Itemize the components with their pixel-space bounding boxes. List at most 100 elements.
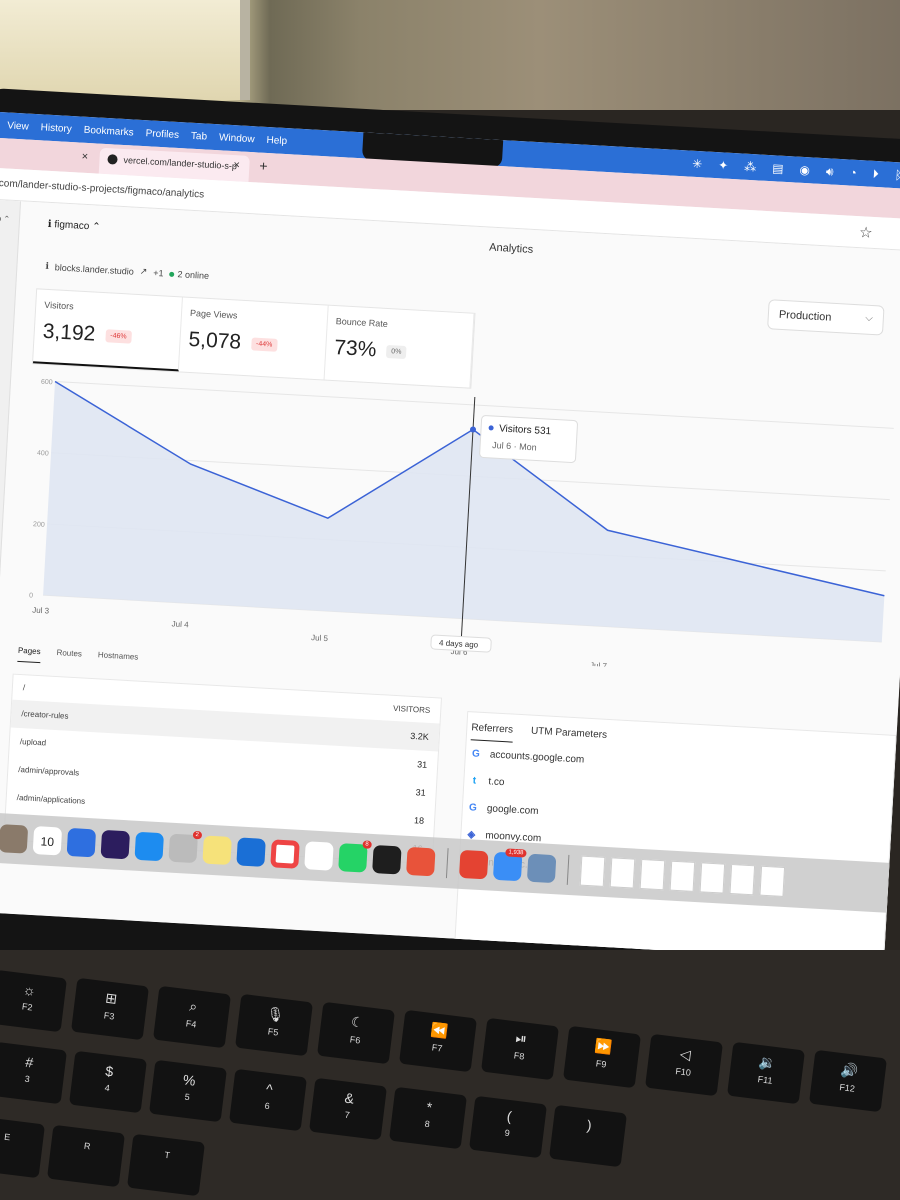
metric-bounce-rate[interactable]: Bounce Rate 73% 0%: [324, 305, 475, 388]
dock-slack-icon[interactable]: [304, 841, 334, 871]
domain-link[interactable]: blocks.lander.studio: [54, 261, 135, 277]
camera-icon[interactable]: ◉: [799, 162, 811, 177]
menu-help[interactable]: Help: [266, 134, 288, 147]
keyboard: ☼ F2 ⊞ F3 ⌕ F4 🎙 F5 ☾ F6 ⏪ F7 ⏯ F8 ⏩ F9 ◁ F10 🔉 F11 🔊 F12 #3 $4…: [0, 950, 900, 1200]
dock-file-icon[interactable]: [729, 863, 756, 896]
notification-badge: 1,938: [505, 848, 527, 858]
sparkle-icon[interactable]: ✳: [691, 156, 703, 171]
close-icon[interactable]: ×: [81, 150, 89, 163]
dock-todoist-icon[interactable]: [458, 849, 489, 880]
wifi-icon[interactable]: ◔: [849, 165, 858, 180]
dock-app-icon[interactable]: [236, 837, 266, 867]
dock-app-icon[interactable]: [406, 846, 436, 877]
dock-app-icon[interactable]: [0, 824, 29, 854]
key-number[interactable]: #3: [0, 1041, 68, 1105]
tooltip-series: Visitors 531: [499, 423, 552, 437]
key-label: R: [83, 1140, 92, 1152]
key-f6[interactable]: ☾ F6: [316, 1001, 396, 1065]
tab-routes[interactable]: Routes: [56, 648, 83, 659]
key-symbol: ◁: [679, 1045, 692, 1063]
menu-view[interactable]: View: [6, 119, 30, 133]
metric-visitors[interactable]: Visitors 3,192 -46%: [33, 289, 183, 372]
dock-file-icon[interactable]: [759, 865, 786, 897]
volume-icon[interactable]: 🔊︎: [825, 163, 834, 179]
project-selector[interactable]: ℹ figmaco ⌃: [47, 219, 100, 233]
menu-profiles[interactable]: Profiles: [145, 127, 180, 141]
key-number[interactable]: $4: [68, 1050, 148, 1114]
key-f12[interactable]: 🔊 F12: [808, 1049, 888, 1113]
dock-separator: [566, 854, 570, 885]
key-label: E: [3, 1131, 11, 1143]
key-f2[interactable]: ☼ F2: [0, 969, 68, 1033]
dock-file-icon[interactable]: [609, 857, 636, 889]
dock-notes-icon[interactable]: [202, 835, 232, 866]
key-number[interactable]: % 5: [148, 1059, 228, 1123]
metric-value: 73%: [333, 336, 377, 362]
key-symbol: 🎙: [265, 1005, 286, 1024]
key-symbol: ☾: [350, 1013, 365, 1031]
dock-mail-icon[interactable]: 1,938: [492, 848, 527, 882]
play-icon[interactable]: ⏵: [872, 166, 880, 181]
menu-bookmarks[interactable]: Bookmarks: [83, 124, 135, 138]
url-field[interactable]: .com/lander-studio-s-projects/figmaco/an…: [0, 177, 205, 201]
bluetooth-icon[interactable]: ᛒ: [894, 167, 900, 182]
key-symbol: &: [343, 1089, 355, 1107]
dock-app-icon[interactable]: [66, 827, 97, 858]
tab-referrers[interactable]: Referrers: [470, 722, 514, 743]
project-icon: ℹ: [47, 218, 52, 231]
key-f8[interactable]: ⏯ F8: [480, 1017, 560, 1081]
key-r[interactable]: R: [46, 1124, 126, 1188]
close-icon[interactable]: ×: [233, 159, 241, 172]
stack-icon[interactable]: ▤: [771, 160, 784, 176]
dock-file-icon[interactable]: [669, 860, 696, 892]
dock-app-icon[interactable]: 2: [168, 830, 203, 864]
pages-panel: Pages Routes Hostnames / VISITORS /creat…: [0, 645, 444, 940]
x-tick-label: Jul 5: [311, 633, 329, 643]
visitors-chart[interactable]: 0 200 400 600 Jul 3 Jul 4 Jul 5 Jul 6 Jul 7 Jul 8…: [11, 372, 900, 683]
menu-history[interactable]: History: [40, 121, 73, 135]
key-number[interactable]: * 8: [388, 1086, 468, 1150]
sparkle-icon[interactable]: ✦: [717, 157, 729, 173]
key-f10[interactable]: ◁ F10: [644, 1033, 724, 1097]
key-number[interactable]: & 7: [308, 1077, 388, 1141]
grid-icon[interactable]: ⁂: [743, 159, 757, 174]
environment-select[interactable]: Production ⌵: [767, 299, 885, 336]
dock-figma-icon[interactable]: [372, 845, 402, 875]
key-f9[interactable]: ⏩ F9: [562, 1025, 642, 1089]
key-number[interactable]: ^ 6: [228, 1068, 308, 1132]
dock-file-icon[interactable]: [639, 858, 666, 891]
dock-app-store-icon[interactable]: [134, 831, 164, 862]
tab-hostnames[interactable]: Hostnames: [97, 650, 139, 662]
menu-tab[interactable]: Tab: [190, 130, 208, 143]
notification-badge: 2: [192, 830, 203, 840]
key-number[interactable]: (9: [468, 1095, 548, 1159]
key-f3[interactable]: ⊞ F3: [70, 977, 150, 1041]
menu-window[interactable]: Window: [218, 131, 255, 145]
key-f11[interactable]: 🔉 F11: [726, 1041, 806, 1105]
key-number[interactable]: ): [548, 1104, 628, 1168]
domain-icon: ℹ: [45, 260, 50, 271]
laptop-screen: View History Bookmarks Profiles Tab Wind…: [0, 112, 900, 963]
team-selector[interactable]: ro ⌃: [0, 214, 11, 224]
key-f5[interactable]: 🎙 F5: [234, 993, 314, 1057]
dock-app-icon[interactable]: [100, 829, 131, 860]
bookmark-star-icon[interactable]: ☆: [858, 224, 874, 242]
new-tab-icon[interactable]: +: [258, 157, 269, 175]
key-f4[interactable]: ⌕ F4: [152, 985, 232, 1049]
external-link-icon[interactable]: ↗: [139, 266, 148, 277]
key-f7[interactable]: ⏪ F7: [398, 1009, 478, 1073]
dock-chrome-icon[interactable]: [270, 839, 300, 869]
x-tick-label: Jul 7: [590, 661, 608, 671]
tab-pages[interactable]: Pages: [17, 645, 41, 664]
dock-whatsapp-icon[interactable]: 8: [338, 840, 372, 873]
dock-calendar-icon[interactable]: 10: [32, 826, 63, 856]
dock-app-icon[interactable]: [526, 853, 557, 884]
key-e[interactable]: E: [0, 1115, 46, 1179]
key-t[interactable]: T: [126, 1133, 206, 1197]
dock-file-icon[interactable]: [579, 855, 606, 887]
referrer-favicon-icon: t: [472, 775, 477, 787]
cursor-line: [460, 396, 476, 645]
dock-file-icon[interactable]: [699, 862, 726, 894]
metric-page-views[interactable]: Page Views 5,078 -44%: [178, 297, 329, 380]
